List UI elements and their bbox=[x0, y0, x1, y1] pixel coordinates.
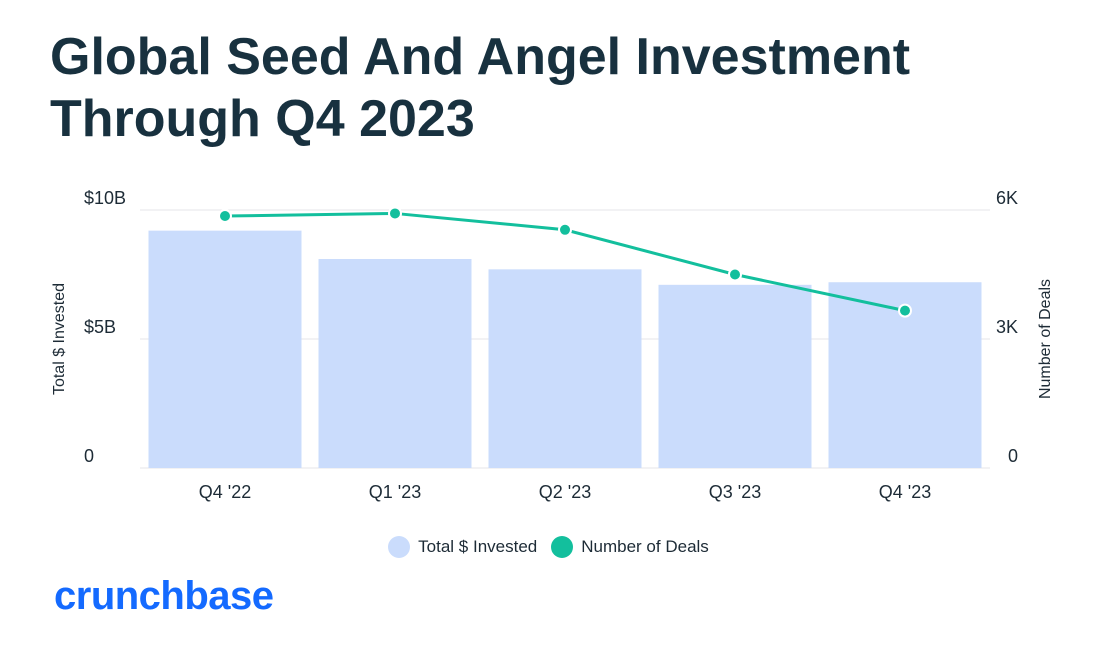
crunchbase-logo: crunchbase bbox=[54, 574, 274, 618]
bar bbox=[658, 284, 812, 468]
chart-title: Global Seed And Angel Investment Through… bbox=[50, 28, 911, 148]
deals-point bbox=[898, 303, 912, 318]
x-tick-label: Q4 '23 bbox=[879, 482, 931, 502]
y-left-axis-title: Total $ Invested bbox=[51, 283, 68, 395]
x-tick-label: Q2 '23 bbox=[539, 482, 591, 502]
y-right-axis-title: Number of Deals bbox=[1037, 279, 1054, 399]
bar bbox=[148, 230, 302, 468]
legend: Total $ Invested Number of Deals bbox=[0, 536, 1097, 558]
y-left-tick-label: $5B bbox=[84, 317, 116, 337]
bar bbox=[318, 259, 472, 468]
legend-item-invested: Total $ Invested bbox=[388, 536, 537, 558]
x-tick-label: Q4 '22 bbox=[199, 482, 251, 502]
y-left-tick-label: $10B bbox=[84, 188, 126, 208]
bar bbox=[488, 269, 642, 468]
x-tick-label: Q1 '23 bbox=[369, 482, 421, 502]
y-right-tick-label: 3K bbox=[996, 317, 1018, 337]
deals-point bbox=[728, 267, 742, 282]
y-right-tick-label: 6K bbox=[996, 188, 1018, 208]
legend-swatch-invested bbox=[388, 536, 411, 558]
legend-label-deals: Number of Deals bbox=[581, 537, 709, 556]
chart-area: 0 $5B $10B 0 3K 6K Total $ Invested Number of D… bbox=[51, 188, 1054, 502]
deals-point bbox=[218, 209, 232, 224]
legend-item-deals: Number of Deals bbox=[551, 536, 709, 558]
deals-point bbox=[388, 206, 402, 221]
x-tick-label: Q3 '23 bbox=[709, 482, 761, 502]
y-left-tick-label: 0 bbox=[84, 446, 94, 466]
y-right-tick-label: 0 bbox=[1008, 446, 1018, 466]
legend-label-invested: Total $ Invested bbox=[418, 537, 538, 556]
legend-swatch-deals bbox=[551, 536, 574, 558]
deals-point bbox=[558, 222, 572, 237]
